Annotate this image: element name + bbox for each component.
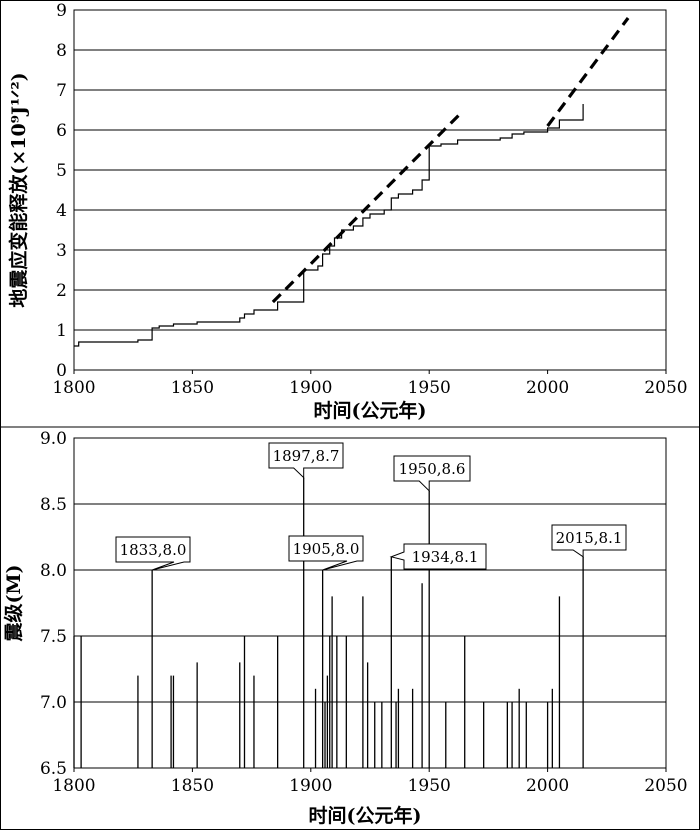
energy-series [74, 17, 630, 347]
energy-x-tick-label: 1950 [408, 378, 451, 398]
magnitude-y-tick-label: 7.5 [40, 627, 67, 647]
energy-x-tick-label: 1900 [289, 378, 332, 398]
energy-y-tick-label: 1 [56, 321, 67, 341]
callout-box [288, 535, 364, 571]
magnitude-y-tick-label: 9.0 [40, 429, 67, 449]
energy-x-tick-label: 2000 [526, 378, 569, 398]
callout-label: 1905,8.0 [293, 540, 360, 558]
callout-box [268, 442, 344, 479]
energy-x-axis-title: 时间(公元年) [314, 399, 427, 422]
energy-step-line [74, 104, 584, 347]
magnitude-plot-frame [73, 437, 667, 769]
energy-y-tick-label: 6 [56, 121, 67, 141]
magnitude-x-tick-label: 2000 [526, 776, 569, 796]
energy-y-tick-label: 2 [56, 281, 67, 301]
magnitude-x-tick-label: 1800 [52, 776, 95, 796]
magnitude-x-tick-label: 1850 [171, 776, 214, 796]
magnitude-y-tick-label: 6.5 [40, 759, 67, 779]
energy-trend-dashed-line [546, 17, 630, 127]
magnitude-callouts: 1833,8.0 1897,8.7 1905,8.0 1934,8.1 1950,8.6… [115, 442, 627, 571]
energy-y-tick-label: 7 [56, 81, 67, 101]
energy-y-tick-label: 3 [56, 241, 67, 261]
energy-gridlines [74, 49, 666, 331]
energy-y-tick-label: 8 [56, 41, 67, 61]
callout-box [393, 455, 471, 492]
magnitude-x-tick-label: 2050 [644, 776, 687, 796]
energy-y-tick-label: 9 [56, 1, 67, 21]
energy-y-tick-labels: 0 1 2 3 4 5 6 7 8 9 [56, 1, 67, 381]
magnitude-x-axis-title: 时间(公元年) [309, 804, 422, 827]
energy-chart: 0 1 2 3 4 5 6 7 8 9 1800 1850 1900 1950 2000 2050 时间(公… [7, 1, 688, 422]
callout-label: 1950,8.6 [399, 460, 466, 478]
callout-label: 1897,8.7 [273, 447, 340, 465]
energy-x-tick-label: 1850 [171, 378, 214, 398]
callout-box [115, 536, 191, 571]
callout-label: 1934,8.1 [412, 548, 479, 566]
callout-label: 2015,8.1 [556, 529, 623, 547]
magnitude-x-tick-label: 1950 [408, 776, 451, 796]
magnitude-gridlines [74, 503, 666, 703]
magnitude-x-tick-label: 1900 [289, 776, 332, 796]
magnitude-y-axis-title: 震级(M) [2, 564, 25, 641]
magnitude-y-tick-label: 8.0 [40, 561, 67, 581]
energy-x-tick-label: 1800 [52, 378, 95, 398]
magnitude-chart: 1833,8.0 1897,8.7 1905,8.0 1934,8.1 1950,8.6… [2, 429, 688, 827]
callout-box [389, 543, 487, 570]
magnitude-y-tick-label: 8.5 [40, 495, 67, 515]
energy-trend-dashed-line [271, 112, 462, 304]
energy-x-tick-labels: 1800 1850 1900 1950 2000 2050 [52, 370, 688, 398]
magnitude-y-tick-labels: 6.5 7.0 7.5 8.0 8.5 9.0 [40, 429, 67, 779]
energy-y-tick-label: 4 [56, 201, 67, 221]
energy-plot-frame [73, 9, 667, 371]
energy-y-tick-label: 0 [56, 361, 67, 381]
energy-y-tick-label: 5 [56, 161, 67, 181]
energy-x-tick-label: 2050 [644, 378, 687, 398]
callout-box [551, 524, 627, 558]
energy-y-axis-title: 地震应变能释放(×10⁹J¹ᐟ²) [7, 72, 30, 307]
callout-label: 1833,8.0 [120, 541, 187, 559]
magnitude-bars [73, 477, 584, 768]
magnitude-x-tick-labels: 1800 1850 1900 1950 2000 2050 [52, 768, 688, 796]
magnitude-y-tick-label: 7.0 [40, 693, 67, 713]
